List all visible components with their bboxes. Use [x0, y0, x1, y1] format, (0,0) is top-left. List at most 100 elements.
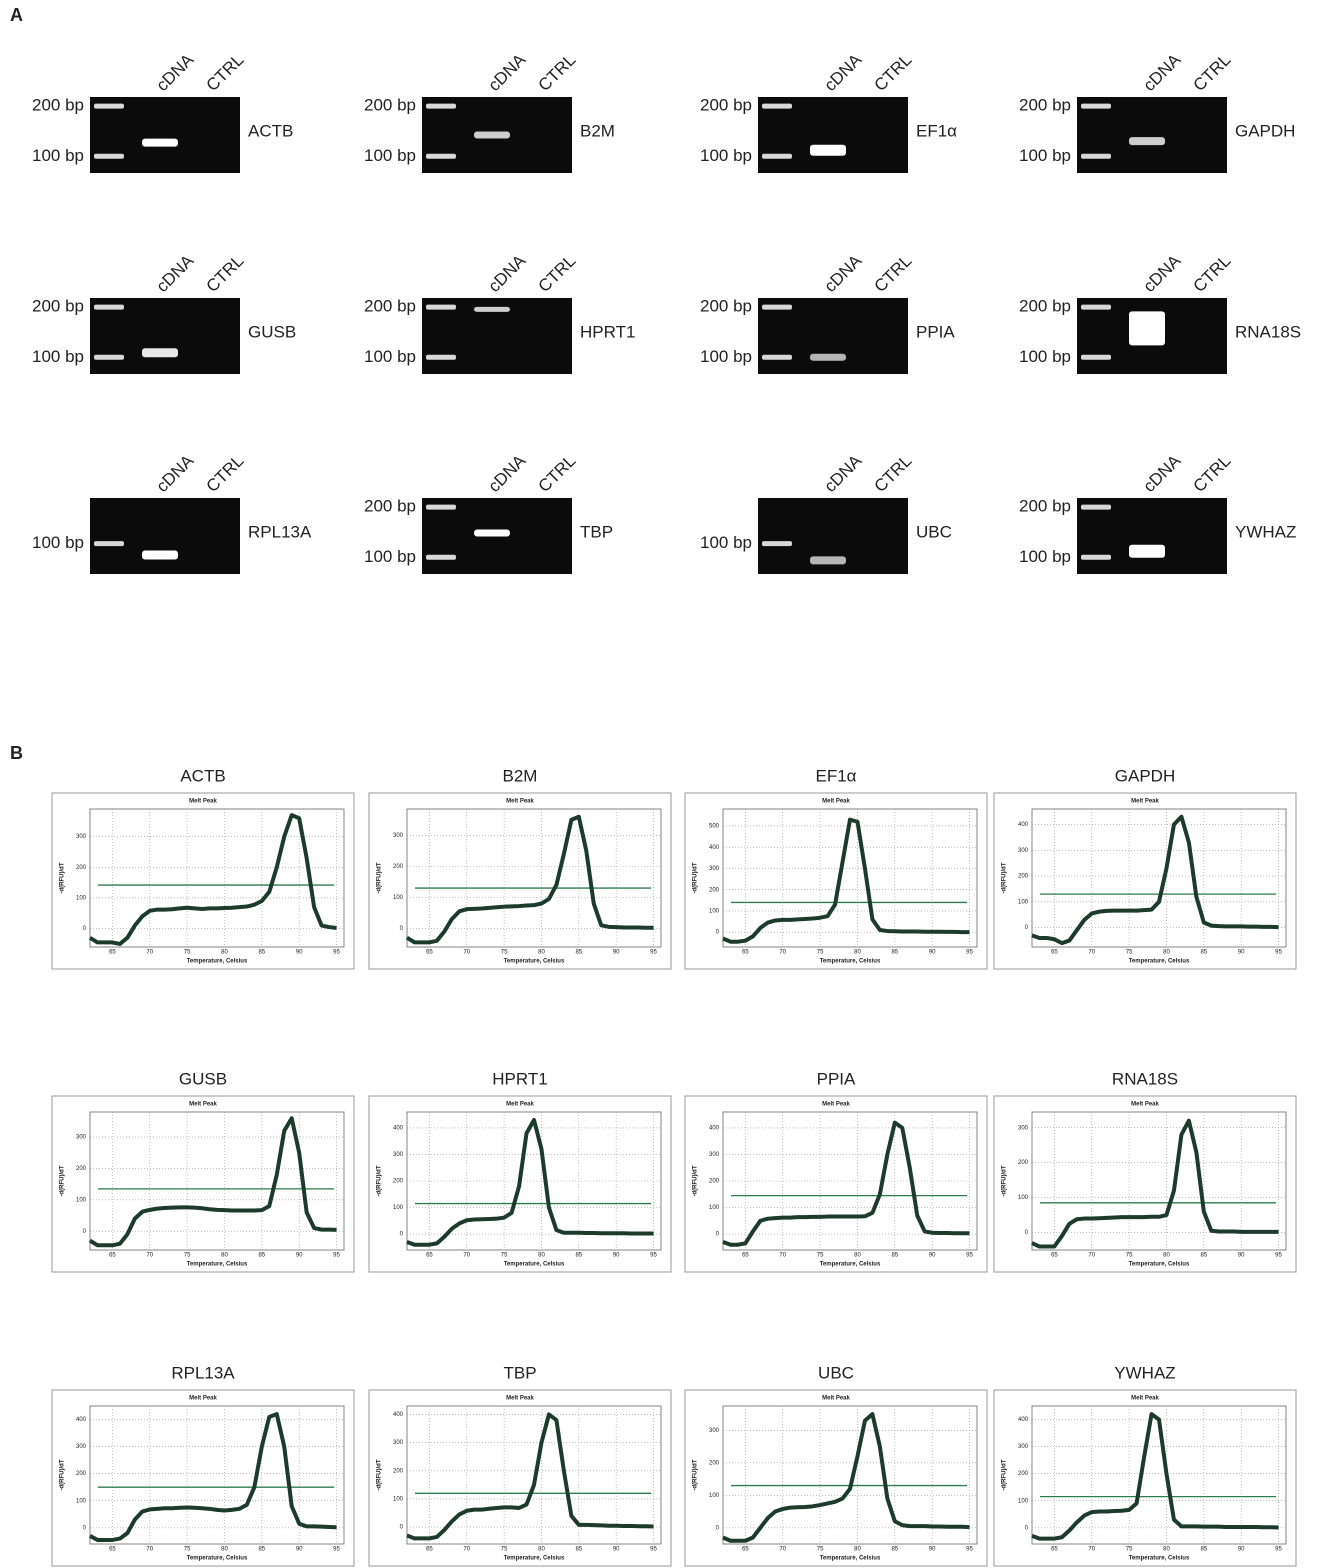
chart-title: B2M	[503, 766, 538, 785]
lane-label: CTRL	[203, 451, 248, 496]
ladder-band	[762, 305, 792, 310]
chart-title: YWHAZ	[1114, 1363, 1175, 1382]
y-tick-label: 300	[76, 834, 87, 840]
gene-label: B2M	[580, 121, 615, 140]
ladder-label: 100 bp	[364, 146, 416, 165]
chart: UBCMelt Peak657075808590950100200300Temp…	[685, 1363, 987, 1566]
chart-title: GAPDH	[1115, 766, 1175, 785]
chart: GUSBMelt Peak657075808590950100200300Tem…	[52, 1069, 354, 1272]
ladder-band	[1081, 305, 1111, 310]
y-tick-label: 300	[1018, 1444, 1029, 1450]
chart: RPL13AMelt Peak6570758085909501002003004…	[52, 1363, 354, 1566]
ladder-label: 200 bp	[1019, 297, 1071, 316]
y-tick-label: 100	[393, 1205, 404, 1211]
y-axis-label: -d(RFU)/dT	[377, 1459, 383, 1490]
ladder-label: 200 bp	[700, 96, 752, 115]
x-tick-label: 95	[650, 950, 657, 956]
y-tick-label: 200	[1018, 874, 1029, 880]
ladder-band	[426, 355, 456, 360]
lane-label: CTRL	[535, 251, 580, 296]
chart-subtitle: Melt Peak	[822, 1396, 850, 1402]
x-tick-label: 75	[184, 1547, 191, 1553]
chart-title: RNA18S	[1112, 1069, 1178, 1088]
y-tick-label: 100	[76, 1498, 87, 1504]
y-axis-label: -d(RFU)/dT	[693, 862, 699, 893]
y-tick-label: 100	[1018, 1195, 1029, 1201]
y-axis-label: -d(RFU)/dT	[377, 862, 383, 893]
lane-label: CTRL	[871, 251, 916, 296]
y-tick-label: 200	[76, 865, 87, 871]
y-tick-label: 400	[393, 1412, 404, 1418]
x-axis-label: Temperature, Celsius	[187, 1262, 248, 1268]
y-tick-label: 100	[76, 896, 87, 902]
x-axis-label: Temperature, Celsius	[1129, 1262, 1190, 1268]
x-tick-label: 70	[1088, 1253, 1095, 1259]
x-tick-label: 80	[1163, 1253, 1170, 1259]
y-tick-label: 200	[709, 1460, 720, 1466]
gene-label: ACTB	[248, 121, 293, 140]
x-tick-label: 75	[1126, 1547, 1133, 1553]
ladder-label: 100 bp	[32, 146, 84, 165]
x-tick-label: 65	[426, 1253, 433, 1259]
chart-subtitle: Melt Peak	[822, 799, 850, 805]
chart-frame	[994, 793, 1296, 969]
x-tick-label: 75	[1126, 950, 1133, 956]
ladder-label: 100 bp	[1019, 547, 1071, 566]
gene-label: EF1α	[916, 121, 957, 140]
lane-label: CTRL	[203, 50, 248, 95]
chart-subtitle: Melt Peak	[189, 799, 217, 805]
y-tick-label: 200	[1018, 1471, 1029, 1477]
x-axis-label: Temperature, Celsius	[504, 959, 565, 965]
chart-title: PPIA	[817, 1069, 856, 1088]
y-tick-label: 100	[1018, 1498, 1029, 1504]
x-tick-label: 75	[501, 1253, 508, 1259]
y-axis-label: -d(RFU)/dT	[1002, 1459, 1008, 1490]
x-tick-label: 65	[426, 950, 433, 956]
sample-band	[810, 354, 846, 361]
ladder-band	[1081, 104, 1111, 109]
y-tick-label: 100	[76, 1197, 87, 1203]
x-tick-label: 70	[1088, 950, 1095, 956]
x-tick-label: 65	[1051, 1547, 1058, 1553]
x-tick-label: 95	[333, 950, 340, 956]
x-tick-label: 95	[1275, 1253, 1282, 1259]
x-tick-label: 90	[613, 1253, 620, 1259]
ladder-band	[426, 505, 456, 510]
chart-subtitle: Melt Peak	[506, 1102, 534, 1108]
x-tick-label: 65	[742, 1253, 749, 1259]
y-axis-label: -d(RFU)/dT	[693, 1459, 699, 1490]
ladder-band	[426, 305, 456, 310]
x-tick-label: 75	[501, 950, 508, 956]
y-tick-label: 300	[709, 1152, 720, 1158]
x-tick-label: 80	[538, 1547, 545, 1553]
y-tick-label: 200	[393, 1179, 404, 1185]
y-tick-label: 400	[709, 845, 720, 851]
x-tick-label: 80	[221, 950, 228, 956]
lane-label: CTRL	[1190, 251, 1235, 296]
gene-label: PPIA	[916, 322, 955, 341]
x-tick-label: 80	[538, 1253, 545, 1259]
ladder-label: 100 bp	[700, 533, 752, 552]
ladder-band	[762, 104, 792, 109]
x-tick-label: 65	[109, 1547, 116, 1553]
ladder-label: 100 bp	[700, 347, 752, 366]
lane-label: CTRL	[203, 251, 248, 296]
ladder-band	[426, 104, 456, 109]
x-tick-label: 95	[1275, 1547, 1282, 1553]
y-tick-label: 300	[1018, 1125, 1029, 1131]
lane-label: cDNA	[821, 451, 866, 496]
x-axis-label: Temperature, Celsius	[820, 959, 881, 965]
ladder-band	[94, 154, 124, 159]
x-tick-label: 85	[1200, 1253, 1207, 1259]
ladder-label: 200 bp	[32, 297, 84, 316]
x-tick-label: 70	[146, 1547, 153, 1553]
y-tick-label: 400	[709, 1126, 720, 1132]
x-axis-label: Temperature, Celsius	[1129, 1556, 1190, 1562]
x-tick-label: 90	[929, 1253, 936, 1259]
sample-band	[142, 551, 178, 560]
panel-label: A	[10, 5, 23, 25]
y-tick-label: 300	[393, 833, 404, 839]
y-axis-label: -d(RFU)/dT	[1002, 862, 1008, 893]
gene-label: HPRT1	[580, 322, 635, 341]
